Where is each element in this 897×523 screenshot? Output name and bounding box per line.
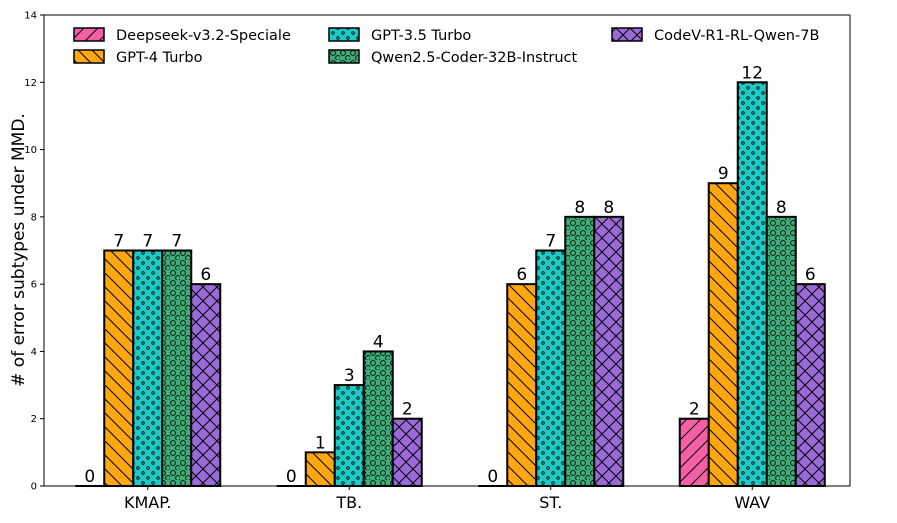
legend-swatch-hatch-gpt-4-turbo xyxy=(73,49,105,64)
bar-hatch-qwen2-5-coder-32b-instruct xyxy=(362,350,394,487)
bar-hatch-gpt-3-5-turbo xyxy=(333,384,365,488)
data-label: 7 xyxy=(113,232,124,252)
x-axis-ticks: KMAP. TB. ST. WAV xyxy=(124,486,770,512)
bar-hatch-qwen2-5-coder-32b-instruct xyxy=(564,215,596,487)
bar-hatch-qwen2-5-coder-32b-instruct xyxy=(765,215,797,487)
bar-hatch-codev-r1-rl-qwen-7b xyxy=(794,283,826,487)
y-axis-label: # of error subtypes under MMD. xyxy=(9,113,29,387)
bar-hatch-qwen2-5-coder-32b-instruct xyxy=(161,249,193,487)
bar-hatch-gpt-3-5-turbo xyxy=(535,249,567,487)
legend-label-codev-r1-rl-qwen-7b: CodeV-R1-RL-Qwen-7B xyxy=(654,28,819,44)
plot-frame xyxy=(43,14,851,487)
bar-hatch-gpt-4-turbo xyxy=(304,451,336,488)
data-label: 4 xyxy=(373,332,384,352)
bar-hatch-gpt-3-5-turbo xyxy=(132,249,164,487)
y-tick-label: 8 xyxy=(31,212,37,223)
bars-layer xyxy=(75,81,826,488)
bar-hatch-gpt-4-turbo xyxy=(506,283,538,487)
data-label: 0 xyxy=(487,467,498,487)
data-label: 2 xyxy=(689,400,700,420)
bar-hatch-deepseek-v3-2-speciale xyxy=(678,417,710,488)
data-label: 3 xyxy=(344,366,355,386)
legend-label-qwen2-5-coder-32b-instruct: Qwen2.5-Coder-32B-Instruct xyxy=(371,50,578,66)
legend-swatch-hatch-deepseek-v3-2-speciale xyxy=(73,27,105,42)
data-label: 1 xyxy=(315,433,326,453)
data-label: 0 xyxy=(84,467,95,487)
x-tick-label: WAV xyxy=(734,493,770,512)
data-label: 6 xyxy=(200,265,211,285)
legend-label-gpt-4-turbo: GPT-4 Turbo xyxy=(116,50,203,66)
legend-swatch-hatch-gpt-3-5-turbo xyxy=(328,27,360,42)
bar-hatch-gpt-3-5-turbo xyxy=(736,81,768,488)
legend: Deepseek-v3.2-Speciale GPT-4 Turbo GPT-3.5… xyxy=(73,27,819,66)
legend-swatch-hatch-qwen2-5-coder-32b-instruct xyxy=(328,49,360,64)
bar-hatch-codev-r1-rl-qwen-7b xyxy=(593,215,625,487)
bar-hatch-gpt-4-turbo xyxy=(103,249,135,487)
y-tick-label: 10 xyxy=(24,145,37,156)
x-tick-label: TB. xyxy=(335,493,362,512)
x-tick-label: KMAP. xyxy=(124,493,171,512)
y-tick-label: 14 xyxy=(24,11,37,22)
data-label: 8 xyxy=(603,198,614,218)
legend-swatch-hatch-codev-r1-rl-qwen-7b xyxy=(611,27,643,42)
data-label: 2 xyxy=(402,400,413,420)
data-label: 9 xyxy=(718,164,729,184)
y-axis-ticks: 0 2 4 6 8 10 12 14 xyxy=(24,11,44,493)
legend-label-gpt-3-5-turbo: GPT-3.5 Turbo xyxy=(371,28,471,44)
data-label: 12 xyxy=(741,63,763,83)
y-tick-label: 4 xyxy=(31,347,37,358)
bar-hatch-codev-r1-rl-qwen-7b xyxy=(391,417,423,488)
y-tick-label: 6 xyxy=(31,280,37,291)
legend-label-deepseek-v3-2-speciale: Deepseek-v3.2-Speciale xyxy=(116,28,291,44)
y-tick-label: 12 xyxy=(24,78,37,89)
bar-hatch-gpt-4-turbo xyxy=(707,182,739,487)
data-label: 6 xyxy=(516,265,527,285)
data-label: 7 xyxy=(142,232,153,252)
y-tick-label: 2 xyxy=(31,414,37,425)
data-label: 8 xyxy=(776,198,787,218)
data-label: 7 xyxy=(171,232,182,252)
data-label: 7 xyxy=(545,232,556,252)
data-label: 6 xyxy=(805,265,816,285)
data-label: 8 xyxy=(574,198,585,218)
y-tick-label: 0 xyxy=(31,482,37,493)
data-label: 0 xyxy=(286,467,297,487)
x-tick-label: ST. xyxy=(539,493,562,512)
bar-hatch-codev-r1-rl-qwen-7b xyxy=(190,283,222,487)
